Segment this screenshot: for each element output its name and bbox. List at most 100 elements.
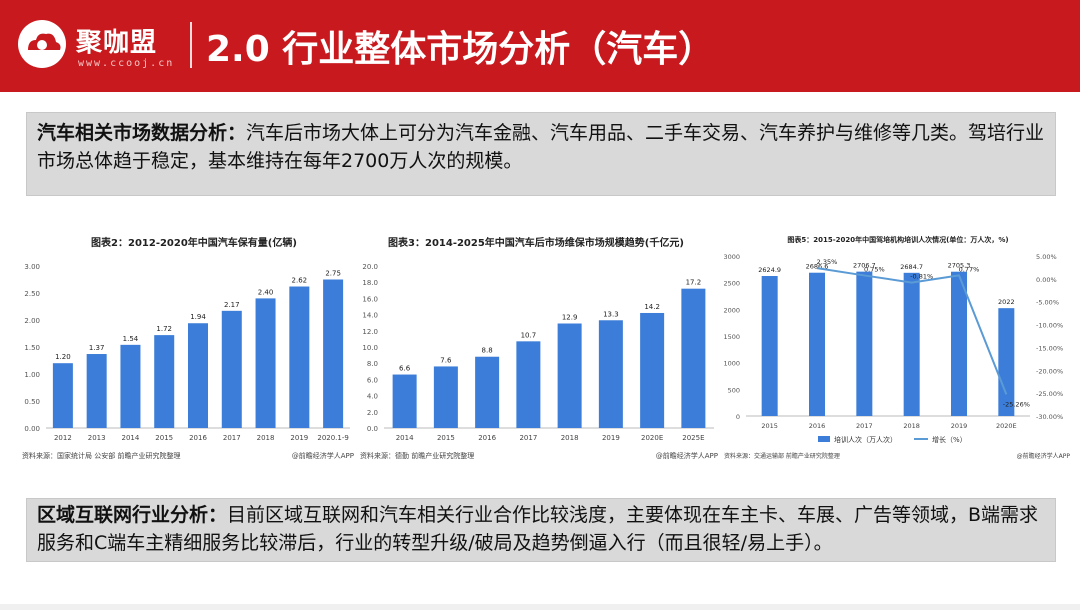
x-tick-label: 2018 [561,434,579,442]
chart-driver-training-svg: 图表5：2015-2020年中国驾培机构培训人次情况(单位：万人次，%) 0 500… [723,235,1071,460]
data-label: 2624.9 [758,266,781,274]
chart-credit: @前瞻经济学人APP [292,451,354,460]
y-tick-label: 2.0 [367,409,378,417]
data-label: 1.20 [55,353,71,361]
x-tick-label: 2019 [290,434,308,442]
x-tick-label: 2019 [602,434,620,442]
data-label: 8.8 [482,347,493,355]
data-label: 1.54 [123,335,139,343]
bar [86,354,107,428]
y-tick-label: 10.0 [362,344,378,352]
market-analysis-box: 汽车相关市场数据分析：汽车后市场大体上可分为汽车金融、汽车用品、二手车交易、汽车… [26,112,1056,196]
x-tick-label: 2012 [54,434,72,442]
data-label: 14.2 [644,303,660,311]
data-label: 2684.7 [900,263,923,271]
data-label: 10.7 [521,331,537,339]
bar [120,344,141,428]
chart-title: 图表5：2015-2020年中国驾培机构培训人次情况(单位：万人次，%) [787,235,1008,244]
bar [640,312,665,428]
data-label: 2.17 [224,301,240,309]
y-tick-label: 3.00 [24,263,40,271]
chart-source: 资料来源：国家统计局 公安部 前瞻产业研究院整理 [22,451,180,460]
bar [475,356,500,428]
bar [433,366,458,428]
bar [323,279,344,428]
y-tick-label: 1.50 [24,344,40,352]
y-left-tick-label: 3000 [723,253,740,261]
x-tick-label: 2015 [437,434,455,442]
bar [998,308,1015,416]
x-tick-label: 2015 [155,434,173,442]
data-label: 2686.6 [806,263,829,271]
line-data-label: 0.75% [864,265,885,273]
line-data-label: -25.26% [1003,400,1030,408]
x-tick-label: 2019 [951,422,968,430]
x-tick-label: 2017 [519,434,537,442]
growth-line [816,267,1008,395]
y-tick-label: 2.50 [24,290,40,298]
chart-source: 资料来源：德勤 前瞻产业研究院整理 [360,451,474,460]
data-label: 2.62 [292,277,308,285]
data-label: 2706.7 [853,262,876,270]
chart-vehicle-ownership-svg: 图表2：2012-2020年中国汽车保有量(亿辆) 0.00 0.50 1.00 1.5… [22,236,354,460]
x-tick-label: 2016 [189,434,207,442]
page-title: 2.0 行业整体市场分析（汽车） [206,29,715,70]
y-tick-label: 16.0 [362,295,378,303]
x-tick-label: 2017 [223,434,241,442]
line-data-label: 2.35% [817,258,838,266]
y-right-tick-label: -10.00% [1036,322,1063,330]
x-tick-label: 2018 [903,422,920,430]
x-tick-label: 2014 [122,434,140,442]
bar [392,374,417,428]
y-right-tick-label: -5.00% [1036,299,1059,307]
regional-internet-box: 区域互联网行业分析：目前区域互联网和汽车相关行业合作比较浅度，主要体现在车主卡、… [26,498,1056,562]
data-label: 1.94 [190,313,206,321]
line-data-label: -0.81% [910,273,933,281]
chart-title: 图表3：2014-2025年中国汽车后市场维保市场规模趋势(千亿元) [388,236,684,249]
bar [154,335,175,428]
bar [557,323,582,428]
x-tick-label: 2015 [761,422,778,430]
market-analysis-text: 汽车后市场大体上可分为汽车金融、汽车用品、二手车交易、汽车养护与维修等几类。驾培… [37,122,1045,172]
bar [809,272,825,416]
chart-credit: @前瞻经济学人APP [1017,452,1071,460]
data-label: 1.72 [156,325,172,333]
y-left-tick-label: 1000 [723,360,740,368]
y-tick-label: 0.00 [24,425,40,433]
chart-maintenance-market-svg: 图表3：2014-2025年中国汽车后市场维保市场规模趋势(千亿元) 0.0 2.0… [360,236,718,460]
x-tick-label: 2014 [396,434,414,442]
bar [598,320,623,428]
y-right-tick-label: 0.00% [1036,276,1057,284]
y-tick-label: 4.0 [367,393,378,401]
x-tick-label: 2020.1-9 [317,434,348,442]
header-divider [190,22,192,68]
line-data-label: 0.77% [959,265,980,273]
y-tick-label: 6.0 [367,376,378,384]
y-left-tick-label: 2000 [723,306,740,314]
chart-driver-training: 图表5：2015-2020年中国驾培机构培训人次情况(单位：万人次，%) 0 500… [722,228,1074,466]
legend-bar-label: 培训人次（万人次） [834,435,897,444]
y-tick-label: 0.0 [367,425,378,433]
y-left-tick-label: 0 [736,413,740,421]
y-right-tick-label: -15.00% [1036,344,1063,352]
market-analysis-heading: 汽车相关市场数据分析： [37,122,247,144]
bar [289,286,310,428]
x-tick-label: 2018 [257,434,275,442]
data-label: 2705.3 [948,262,971,270]
bar [681,288,706,428]
data-label: 2.75 [325,270,341,278]
y-left-tick-label: 500 [728,386,740,394]
y-tick-label: 12.0 [362,328,378,336]
header-bar: 聚咖盟 www.ccooj.cn 2.0 行业整体市场分析（汽车） [0,0,1080,92]
bar [903,272,920,416]
x-tick-label: 2017 [856,422,873,430]
bar [951,271,967,416]
chart-vehicle-ownership: 图表2：2012-2020年中国汽车保有量(亿辆) 0.00 0.50 1.00 1.5… [18,228,358,466]
y-tick-label: 1.00 [24,371,40,379]
bar [221,310,242,428]
chart-title: 图表2：2012-2020年中国汽车保有量(亿辆) [91,236,297,249]
brand-name: 聚咖盟 [76,28,158,58]
y-tick-label: 18.0 [362,279,378,287]
y-tick-label: 20.0 [362,263,378,271]
legend-bar-swatch [818,436,830,442]
